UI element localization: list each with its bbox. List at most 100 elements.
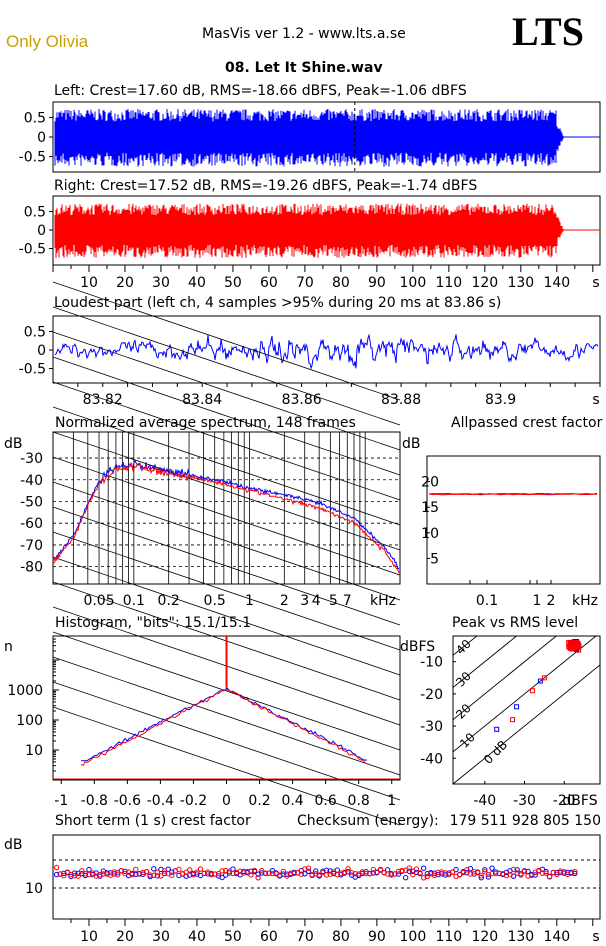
short-crest-point-red (53, 864, 60, 871)
short-crest-point-red (129, 871, 135, 878)
histogram-ytick: 100 (16, 713, 43, 729)
short-crest-point-red (330, 869, 337, 875)
spectrum-ytick: -30 (20, 451, 43, 467)
short-crest-point-blue (122, 868, 128, 875)
spectrum-slope-line (52, 431, 401, 551)
peak-rms-diag-label: 10 (457, 730, 478, 751)
short-crest-point-red (309, 872, 315, 878)
short-crest-point-red (269, 870, 276, 877)
peak-rms-frame (452, 635, 601, 785)
short-crest-xtick: 30 (152, 929, 170, 945)
short-crest-point-blue (284, 871, 290, 877)
peak-rms-outlier (510, 717, 516, 723)
short-crest-point-red (302, 866, 308, 872)
spectrum-grid (52, 281, 401, 826)
loudest-xtick: 83.86 (282, 392, 322, 408)
short-crest-point-red (143, 868, 150, 875)
short-crest-point-red (71, 872, 78, 879)
peak-rms-diag-label: 30 (453, 669, 474, 690)
short-crest-point-red (107, 872, 114, 878)
short-crest-point-red (298, 871, 305, 877)
short-crest-point-blue (151, 866, 157, 872)
time-xtick: 60 (260, 275, 278, 291)
peak-rms-diag-label: 40 (453, 637, 474, 658)
allpassed-ytick: 15 (421, 500, 439, 516)
loudest-xtick: 83.88 (381, 392, 421, 408)
short-crest-point-red (338, 870, 344, 876)
short-crest-point-blue (406, 868, 412, 874)
time-xtick: 50 (224, 275, 242, 291)
spectrum-slope-line (52, 656, 401, 776)
short-crest-point-red (363, 870, 369, 877)
time-xtick: 100 (400, 275, 427, 291)
histogram-xtick: 0.6 (315, 793, 337, 809)
short-crest-xtick: 70 (296, 929, 314, 945)
short-crest-point-red (543, 870, 549, 876)
spectrum-ylabel: dB (4, 436, 23, 452)
short-crest-point-red (521, 868, 528, 875)
time-xtick: 90 (368, 275, 386, 291)
short-crest-point-blue (514, 867, 520, 873)
short-crest-point-red (284, 873, 290, 879)
spectrum-slope-line (52, 381, 401, 501)
short-crest-point-red (323, 872, 330, 878)
time-xtick: s (592, 275, 599, 291)
chart-title-right: Right: Crest=17.52 dB, RMS=-19.26 dBFS, … (54, 178, 477, 194)
short-crest-point-red (82, 871, 89, 877)
allpassed-xtick: 0.1 (476, 593, 498, 609)
short-crest-point-red (248, 872, 254, 878)
short-crest-point-red (507, 872, 513, 878)
short-crest-point-red (496, 870, 502, 877)
spectrum-slope-line (52, 331, 401, 451)
left-waveform-series (54, 109, 565, 167)
spectrum-ytick: -60 (20, 516, 43, 532)
short-crest-point-red (485, 871, 492, 878)
histogram-series-red (80, 689, 368, 767)
short-crest-point-red (384, 871, 391, 877)
time-xtick: 30 (152, 275, 170, 291)
short-crest-point-blue (572, 870, 578, 877)
short-crest-point-blue (327, 868, 333, 874)
histogram-xtick: 0.8 (348, 793, 370, 809)
short-crest-point-red (277, 872, 283, 878)
short-crest-point-blue (424, 870, 430, 877)
short-crest-ylabel: dB (4, 837, 23, 853)
short-crest-point-red (140, 869, 146, 876)
loudest-ytick: 0.5 (24, 325, 46, 341)
right-ytick: 0.5 (24, 205, 46, 221)
peak-rms-diag-label: 20 (453, 701, 474, 722)
peak-rms-diagonals (453, 636, 600, 784)
short-crest-point-red (388, 872, 394, 878)
short-crest-point-red (438, 869, 445, 875)
short-crest-point-red (374, 869, 380, 875)
short-crest-point-blue (219, 874, 225, 881)
spectrum-slope-line (52, 706, 401, 826)
short-crest-point-blue (435, 871, 441, 878)
peak-rms-point-red (574, 643, 580, 649)
short-crest-point-red (478, 873, 484, 879)
short-crest-point-red (348, 870, 355, 876)
spectrum-slope-line (52, 556, 401, 676)
short-crest-point-red (61, 873, 67, 879)
right-ytick: -0.5 (19, 241, 46, 257)
chart-title-short-crest: Short term (1 s) crest factor (55, 813, 251, 829)
spectrum-xtick: kHz (370, 593, 396, 609)
spectrum-xtick: 1 (245, 593, 254, 609)
left-ytick: -0.5 (19, 150, 46, 166)
spectrum-ytick: -80 (20, 560, 43, 576)
spectrum-xtick: 3 (300, 593, 309, 609)
short-crest-point-red (223, 867, 229, 874)
short-crest-point-blue (86, 866, 92, 873)
peak-rms-diagonal (453, 664, 600, 784)
left-ytick: 0.5 (24, 110, 46, 126)
short-crest-point-red (151, 872, 157, 878)
short-crest-ytick: 10 (25, 881, 43, 897)
logo: LTS (512, 9, 584, 54)
short-crest-xtick: 140 (543, 929, 570, 945)
histogram-xtick: -0.4 (147, 793, 174, 809)
spectrum-start (52, 554, 61, 561)
short-crest-point-red (111, 869, 117, 875)
short-crest-point-red (161, 868, 168, 874)
allpassed-ytick: 10 (421, 526, 439, 542)
short-crest-point-red (147, 872, 153, 878)
